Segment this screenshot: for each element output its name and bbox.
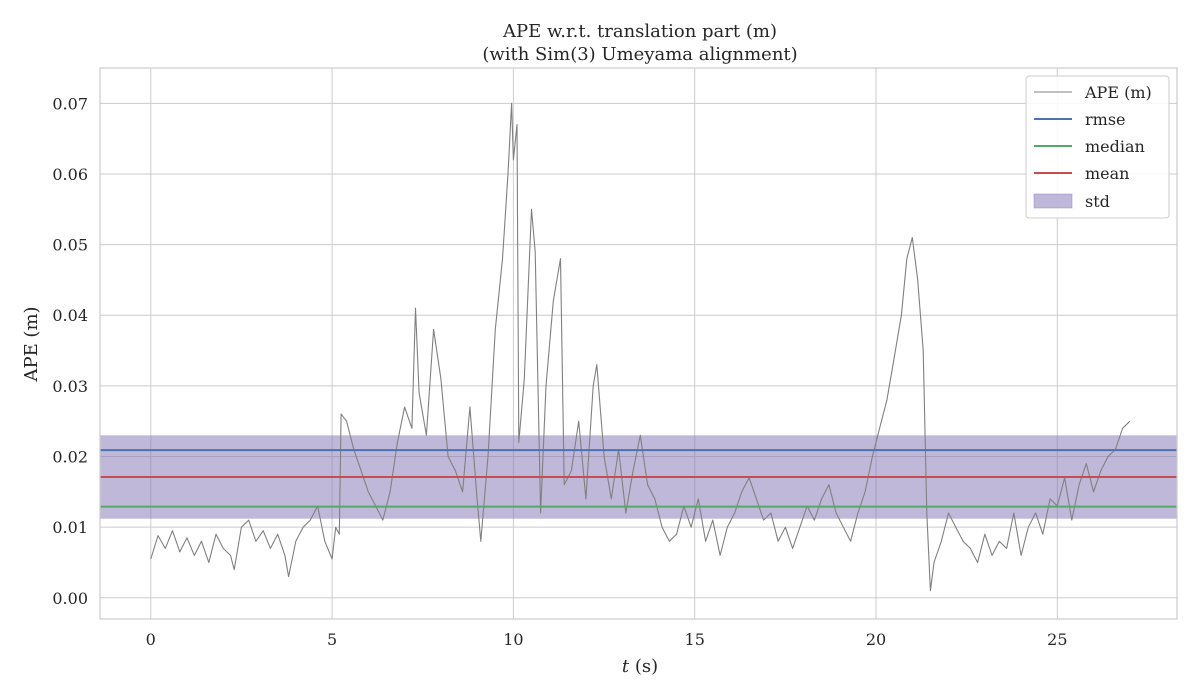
plot-border [99, 67, 1178, 620]
plot-area [100, 68, 1177, 619]
legend-box [1025, 75, 1170, 219]
y-tick-label: 0.04 [52, 306, 88, 325]
x-tick-label: 5 [327, 630, 337, 649]
x-axis-label-var: t [622, 656, 630, 677]
x-axis-ticks: 0 5 10 15 20 25 [146, 630, 1068, 649]
legend-label-median: median [1085, 137, 1145, 156]
x-tick-label: 25 [1047, 630, 1067, 649]
y-tick-label: 0.00 [52, 589, 88, 608]
legend-label-std: std [1085, 192, 1110, 211]
x-tick-label: 15 [685, 630, 705, 649]
y-tick-label: 0.07 [52, 94, 88, 113]
legend-swatch-std [1033, 193, 1073, 209]
series-lines [100, 102, 1177, 592]
x-axis-label: t (s) [622, 656, 658, 677]
plot-frame [99, 67, 1178, 620]
plot-background [100, 68, 1177, 619]
chart-subtitle: (with Sim(3) Umeyama alignment) [482, 44, 797, 65]
y-tick-label: 0.06 [52, 165, 88, 184]
ape-series-line [150, 102, 1131, 592]
legend: APE (m) rmse median mean std [1025, 75, 1170, 219]
x-tick-label: 20 [866, 630, 886, 649]
y-axis-label: APE (m) [21, 306, 42, 382]
y-tick-label: 0.05 [52, 236, 88, 255]
y-tick-label: 0.01 [52, 518, 88, 537]
x-tick-label: 10 [503, 630, 523, 649]
y-tick-label: 0.02 [52, 448, 88, 467]
x-axis-label-unit: (s) [629, 656, 658, 677]
legend-label-ape: APE (m) [1084, 83, 1152, 102]
legend-label-rmse: rmse [1085, 110, 1126, 129]
legend-label-mean: mean [1085, 164, 1129, 183]
x-tick-label: 0 [146, 630, 156, 649]
y-axis-ticks: 0.00 0.01 0.02 0.03 0.04 0.05 0.06 0.07 [52, 94, 88, 607]
chart-title: APE w.r.t. translation part (m) [502, 21, 777, 42]
y-tick-label: 0.03 [52, 377, 88, 396]
